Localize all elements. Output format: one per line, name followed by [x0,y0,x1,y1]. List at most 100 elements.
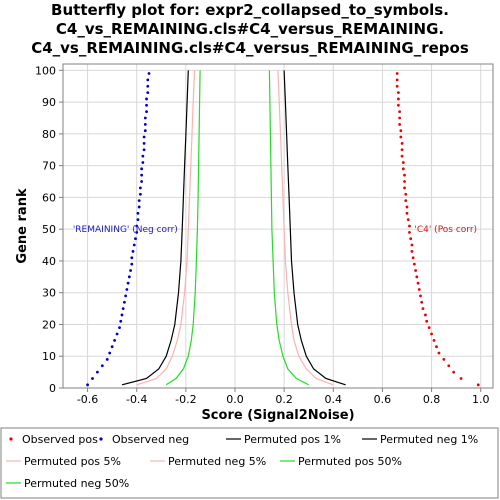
y-tick-label: 70 [42,160,56,173]
data-point-observed-pos [401,167,405,171]
y-axis-label: Gene rank [15,188,30,264]
y-tick-label: 90 [42,96,56,109]
legend-item: Observed neg [99,433,189,446]
legend-item: Permuted neg 5% [150,455,266,468]
legend: Observed pos Observed neg Permuted pos 1% P… [0,427,499,499]
y-tick-label: 30 [42,287,56,300]
y-tick-label: 60 [42,191,56,204]
data-point-observed-neg [100,364,104,368]
legend-box [0,427,499,499]
data-point-observed-pos [410,243,414,247]
data-point-observed-pos [416,281,420,285]
legend-item: Permuted pos 1% [226,433,341,446]
series-points-observed-pos [395,72,480,387]
data-point-observed-neg [132,243,136,247]
data-point-observed-pos [398,122,402,126]
legend-marker-dot [9,437,13,441]
data-point-observed-neg [119,319,123,323]
data-point-observed-pos [401,161,405,164]
data-point-observed-neg [141,154,145,158]
annotation-neg: 'REMAINING' (Neg corr) [73,225,178,235]
x-tick-label: -0.6 [77,393,98,406]
y-tick-label: 80 [42,128,56,141]
data-point-observed-pos [425,319,429,323]
y-tick-label: 40 [42,255,56,268]
data-point-observed-pos [424,313,427,317]
data-point-observed-pos [398,116,402,120]
data-point-observed-neg [134,237,137,241]
data-point-observed-neg [86,383,89,387]
data-point-observed-neg [96,370,99,374]
data-point-observed-neg [137,199,141,202]
data-point-observed-neg [131,250,135,253]
data-point-observed-neg [105,358,109,361]
y-tick-label: 100 [35,64,56,77]
data-point-observed-neg [139,192,142,196]
x-tick-label: 0.2 [275,393,293,406]
x-axis-ticks: -0.6 -0.4 -0.2 0.0 0.2 0.4 0.6 0.8 1.0 [77,388,489,406]
data-point-observed-neg [143,129,147,133]
data-point-observed-pos [405,211,409,215]
data-point-observed-neg [136,218,140,222]
data-point-observed-neg [135,230,139,234]
data-point-observed-pos [442,358,446,361]
series-line-permuted-pos-50 [268,70,309,386]
legend-item: Permuted pos 50% [280,455,402,468]
data-point-observed-neg [123,300,126,304]
data-point-observed-neg [146,84,150,88]
data-point-observed-neg [91,377,94,380]
data-point-observed-pos [408,230,411,234]
data-point-observed-neg [142,142,146,145]
plot-border [62,63,494,389]
data-point-observed-pos [447,364,451,368]
legend-label: Observed pos [22,433,98,446]
data-point-observed-pos [404,199,408,202]
data-point-observed-pos [411,256,415,260]
series-line-permuted-pos-1 [283,70,346,386]
data-point-observed-neg [113,338,116,342]
legend-label: Permuted neg 5% [168,455,266,468]
data-point-observed-pos [415,275,419,279]
data-point-observed-pos [414,269,417,272]
data-point-observed-pos [412,262,416,266]
data-point-observed-neg [136,211,140,215]
data-point-observed-neg [147,72,151,75]
data-point-observed-pos [400,142,404,145]
data-point-observed-neg [125,288,129,291]
data-point-observed-neg [141,161,145,164]
data-point-observed-neg [146,91,150,94]
y-tick-label: 50 [42,223,56,236]
x-tick-label: 0.6 [374,393,392,406]
data-point-observed-neg [145,110,148,114]
data-point-observed-pos [400,154,404,158]
data-point-observed-neg [145,97,148,101]
data-point-observed-pos [405,205,409,209]
data-point-observed-pos [421,307,425,310]
data-point-observed-pos [432,338,436,342]
legend-label: Permuted pos 1% [244,433,341,446]
data-point-observed-pos [403,186,406,190]
y-tick-label: 10 [42,350,56,363]
data-point-observed-neg [140,180,144,183]
legend-item: Observed pos [9,433,98,446]
series-points-observed-neg [86,72,151,387]
data-point-observed-pos [476,383,480,387]
data-point-observed-pos [398,110,402,114]
data-point-observed-pos [403,173,406,177]
legend-marker-dot [99,437,103,441]
y-axis-ticks: 0 10 20 30 40 50 60 70 80 90 100 [35,64,63,395]
x-tick-label: 0.4 [325,393,343,406]
data-point-observed-neg [143,122,147,126]
legend-item: Permuted pos 5% [6,455,121,468]
data-point-observed-pos [409,237,413,241]
data-point-observed-neg [120,313,124,317]
x-tick-label: 0.8 [423,393,441,406]
data-point-observed-neg [140,167,144,171]
plot-content [86,70,480,387]
x-axis-label: Score (Signal2Noise) [201,408,354,423]
data-point-observed-pos [395,84,399,88]
data-point-observed-neg [140,173,144,177]
data-point-observed-pos [395,72,399,75]
series-line-permuted-neg-5 [136,70,196,386]
